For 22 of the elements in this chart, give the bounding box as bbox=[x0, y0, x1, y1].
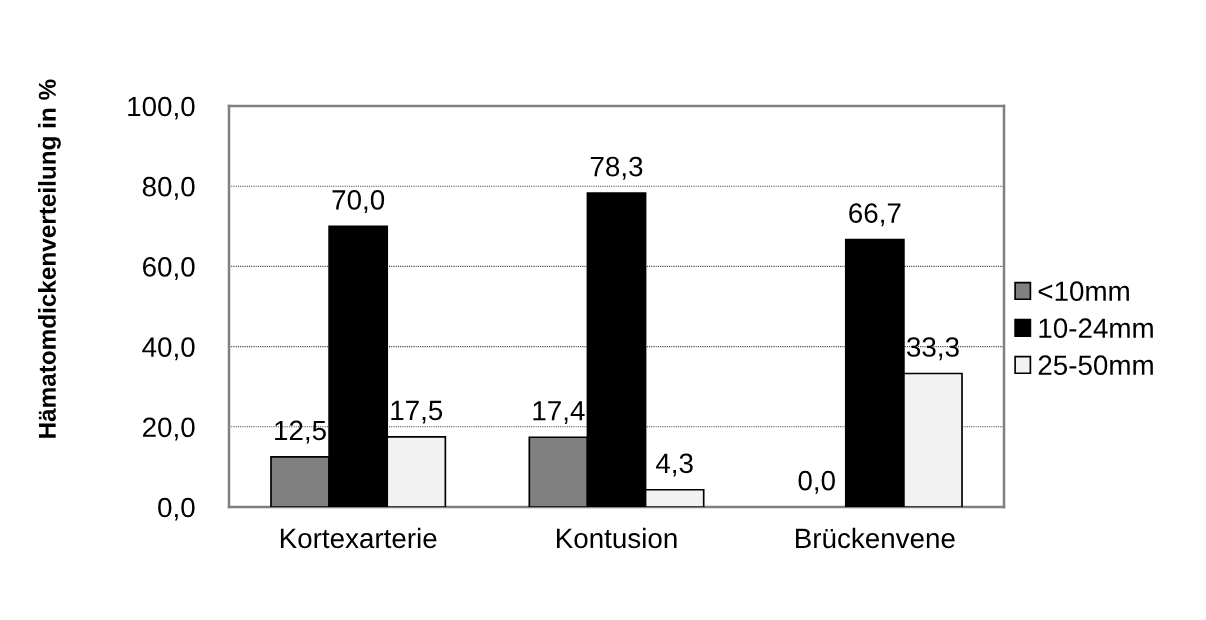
x-tick-label: Brückenvene bbox=[796, 527, 955, 549]
data-label: 66,7 bbox=[849, 203, 901, 227]
y-tick-label: 40,0 bbox=[142, 337, 195, 361]
y-tick-label: 20,0 bbox=[143, 417, 195, 441]
y-tick-label: 100,0 bbox=[128, 96, 195, 120]
data-label: 17,5 bbox=[391, 400, 443, 424]
x-tick-label: Kortexarterie bbox=[280, 527, 437, 549]
y-tick-label: 80,0 bbox=[142, 176, 195, 200]
data-label: 0,0 bbox=[798, 470, 835, 494]
y-tick-label: 60,0 bbox=[143, 257, 195, 281]
data-label: 70,0 bbox=[332, 190, 385, 213]
legend-label: 10-24mm bbox=[1039, 318, 1153, 339]
data-label: 12,5 bbox=[275, 420, 326, 444]
data-label: 33,3 bbox=[906, 337, 959, 361]
y-tick-label: 0,0 bbox=[158, 497, 195, 521]
y-axis-title: Hämatomdickenverteilung in % bbox=[38, 79, 61, 438]
legend-label: 25-50mm bbox=[1038, 355, 1153, 376]
data-label: 78,3 bbox=[590, 156, 643, 180]
data-label: 4,3 bbox=[655, 453, 693, 477]
legend-label: <10mm bbox=[1038, 281, 1129, 302]
x-tick-label: Kontusion bbox=[557, 527, 677, 549]
data-label: 17,4 bbox=[533, 401, 585, 424]
